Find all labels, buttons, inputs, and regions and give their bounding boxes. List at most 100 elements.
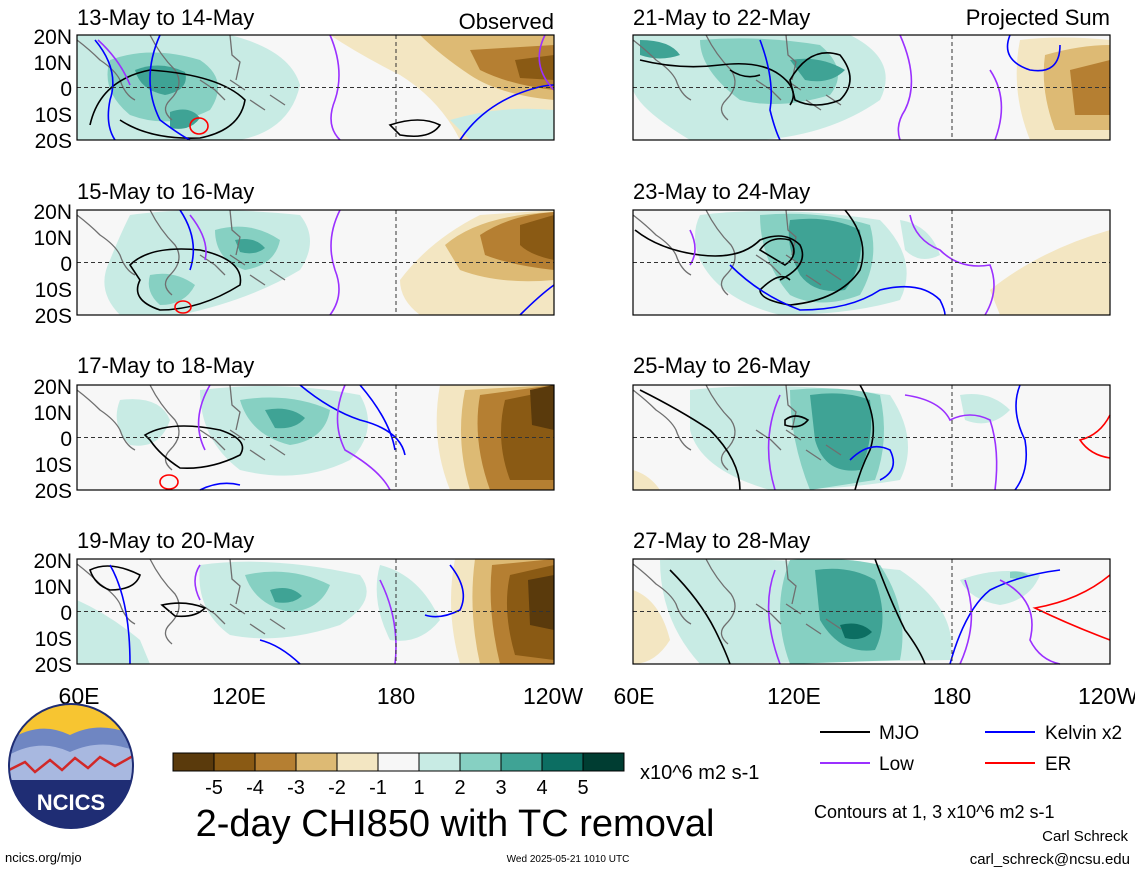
panel-proj-2: 23-May to 24-May: [632, 179, 1111, 316]
colorbar-label: -5: [205, 777, 223, 799]
panel-date: 23-May to 24-May: [633, 179, 810, 204]
colorbar-box: [541, 752, 584, 772]
legend-label: ER: [1045, 754, 1071, 775]
legend-item-er: ER: [985, 754, 1071, 775]
lon-tick: 120E: [767, 683, 821, 709]
author: Carl Schreck: [1042, 828, 1128, 845]
lon-tick: 120E: [212, 683, 266, 709]
coastline: [76, 34, 286, 121]
colorbar-box: [377, 752, 420, 772]
lat-tick: 0: [60, 253, 72, 276]
panel-proj-4: 27-May to 28-May: [632, 528, 1111, 665]
contour-lines: [89, 34, 555, 141]
lat-tick: 10N: [33, 52, 72, 75]
colorbar-label: 3: [495, 777, 506, 799]
lat-tick: 20S: [35, 654, 72, 677]
lat-tick: 0: [60, 428, 72, 451]
lat-tick: 20N: [33, 550, 72, 573]
lat-tick: 20N: [33, 201, 72, 224]
anomaly-shading: [116, 385, 554, 490]
lat-tick: 10N: [33, 576, 72, 599]
colorbar-box: [459, 752, 502, 772]
panel-date: 27-May to 28-May: [633, 528, 810, 553]
lon-tick: 120W: [1078, 683, 1135, 709]
coastline: [632, 384, 842, 471]
timestamp: Wed 2025-05-21 1010 UTC: [507, 854, 630, 865]
site-link[interactable]: ncics.org/mjo: [5, 850, 82, 865]
lat-tick: 10S: [35, 104, 72, 127]
panel-date: 15-May to 16-May: [77, 179, 254, 204]
lat-tick: 10N: [33, 227, 72, 250]
lat-tick: 10S: [35, 454, 72, 477]
colorbar-box: [213, 752, 256, 772]
colorbar-label: -4: [246, 777, 264, 799]
panel-date: 17-May to 18-May: [77, 353, 254, 378]
lat-tick: 10N: [33, 402, 72, 425]
coastline: [76, 384, 286, 471]
legend-label: MJO: [879, 723, 919, 744]
panel-obs-1: 13-May to 14-May: [76, 5, 555, 141]
panel-proj-1: 21-May to 22-May: [632, 5, 1111, 141]
contour-lines: [89, 564, 465, 665]
colorbar-box: [254, 752, 297, 772]
contour-lines: [669, 558, 1111, 665]
lon-tick: 180: [377, 683, 415, 709]
coastline: [76, 209, 286, 296]
panel-date: 25-May to 26-May: [633, 353, 810, 378]
colorbar-units: x10^6 m2 s-1: [640, 762, 759, 784]
legend-item-kelvin: Kelvin x2: [985, 723, 1122, 744]
colorbar-box: [418, 752, 461, 772]
legend-item-mjo: MJO: [820, 723, 919, 744]
legend-label: Kelvin x2: [1045, 723, 1122, 744]
colorbar: -5 -4 -3 -2 -1 1 2 3 4 5: [172, 752, 625, 799]
contour-note: Contours at 1, 3 x10^6 m2 s-1: [814, 802, 1055, 822]
lon-tick: 60E: [614, 683, 655, 709]
lat-tick: 10S: [35, 628, 72, 651]
colorbar-box: [295, 752, 338, 772]
anomaly-shading: [77, 559, 554, 664]
panel-obs-2: 15-May to 16-May: [76, 179, 555, 316]
lat-axis-left: 20N 10N 0 10S 20S 20N 10N 0 10S 20S 20N …: [33, 26, 72, 677]
colorbar-label: -1: [369, 777, 387, 799]
colorbar-label: -2: [328, 777, 346, 799]
lat-tick: 0: [60, 602, 72, 625]
email-link[interactable]: carl_schreck@ncsu.edu: [970, 851, 1130, 868]
panel-proj-3: 25-May to 26-May: [632, 353, 1111, 491]
colorbar-label: -3: [287, 777, 305, 799]
lat-tick: 20S: [35, 480, 72, 503]
projected-label: Projected Sum: [966, 5, 1110, 30]
coastline: [632, 558, 842, 645]
logo-text: NCICS: [37, 790, 105, 815]
colorbar-box: [172, 752, 215, 772]
main-title: 2-day CHI850 with TC removal: [196, 803, 715, 845]
lon-tick: 180: [933, 683, 971, 709]
colorbar-label: 5: [577, 777, 588, 799]
observed-label: Observed: [459, 9, 554, 34]
contour-lines: [639, 384, 1111, 491]
legend: MJO Kelvin x2 Low ER: [820, 723, 1122, 775]
legend-item-low: Low: [820, 754, 914, 775]
lat-tick: 20N: [33, 26, 72, 49]
panel-date: 21-May to 22-May: [633, 5, 810, 30]
panel-obs-4: 19-May to 20-May: [76, 528, 555, 665]
panel-date: 13-May to 14-May: [77, 5, 254, 30]
lat-tick: 20S: [35, 130, 72, 153]
colorbar-label: 1: [413, 777, 424, 799]
contour-lines: [143, 384, 406, 491]
colorbar-box: [500, 752, 543, 772]
colorbar-label: 2: [454, 777, 465, 799]
lon-axis: 60E 120E 180 120W 60E 120E 180 120W: [59, 683, 1135, 709]
colorbar-label: 4: [536, 777, 547, 799]
lat-tick: 20S: [35, 305, 72, 328]
colorbar-box: [336, 752, 379, 772]
anomaly-shading: [633, 558, 1040, 664]
legend-label: Low: [879, 754, 914, 775]
lat-tick: 20N: [33, 376, 72, 399]
coastline: [632, 209, 842, 296]
lon-tick: 120W: [523, 683, 583, 709]
panel-obs-3: 17-May to 18-May: [76, 353, 555, 491]
ncics-logo: NCICS: [8, 703, 134, 829]
lat-tick: 0: [60, 78, 72, 101]
contour-lines: [634, 209, 995, 316]
